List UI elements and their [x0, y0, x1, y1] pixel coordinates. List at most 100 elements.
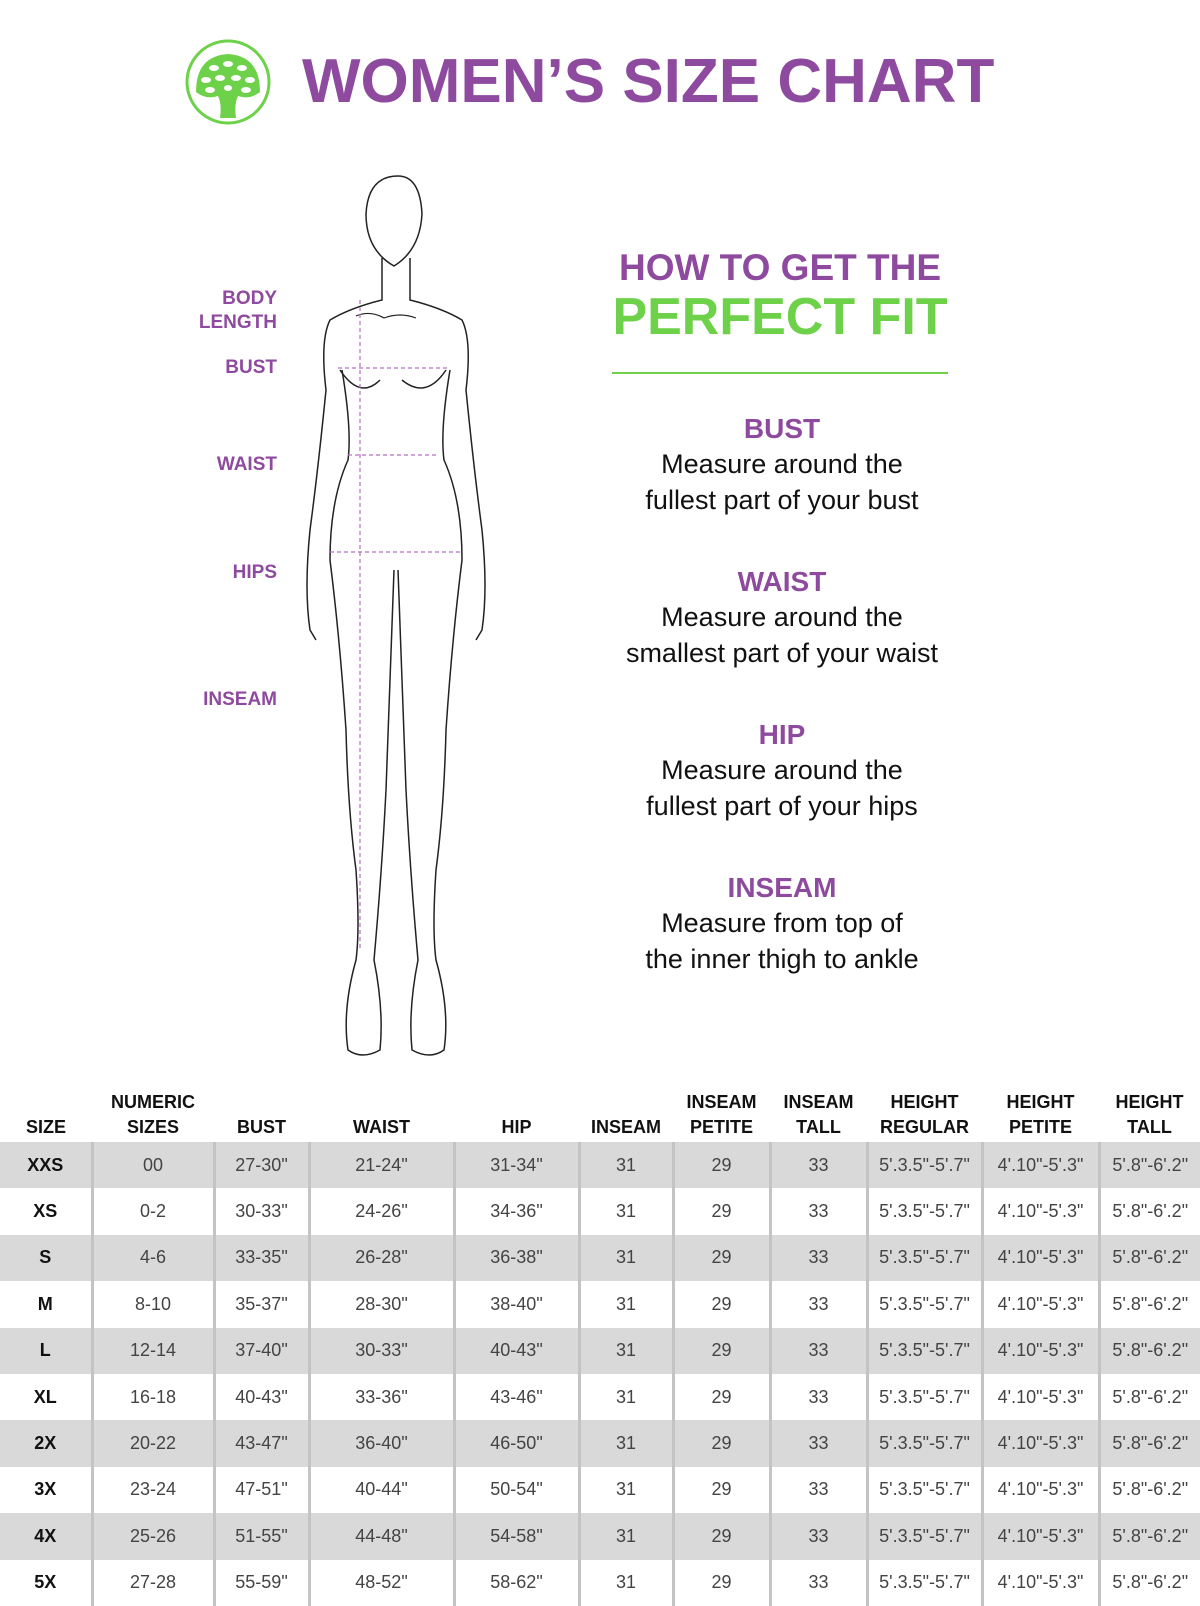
table-cell: 5'.8"-6'.2" [1097, 1420, 1200, 1467]
table-cell: 2X [0, 1420, 92, 1467]
table-cell: 29 [671, 1420, 770, 1467]
table-cell: 29 [671, 1559, 770, 1606]
table-cell: 29 [671, 1513, 770, 1560]
table-cell: 40-44" [307, 1466, 454, 1514]
table-cell: 33 [768, 1281, 867, 1328]
section-title: BUST [743, 413, 821, 444]
table-cell: 5'.8"-6'.2" [1097, 1281, 1200, 1328]
table-cell: 5X [34, 1572, 57, 1593]
table-cell: 00 [90, 1142, 214, 1189]
table-cell: 31 [577, 1142, 673, 1189]
label-hips: HIPS [232, 562, 277, 583]
table-row: XL 16-18 40-43" 33-36" 43-46" 31 29 33 5'.3.5"-5… [0, 1373, 1200, 1421]
table-cell: 31-34" [452, 1142, 579, 1189]
table-cell: 54-58" [452, 1513, 579, 1560]
table-cell: 30-33" [307, 1327, 454, 1374]
guide-waist: WAIST Measure around the smallest part of … [582, 565, 982, 671]
table-cell: 5'.8"-6'.2" [1097, 1142, 1200, 1189]
table-cell: 30-33" [212, 1188, 309, 1235]
table-row: 4X 25-26 51-55" 44-48" 54-58" 31 29 33 5'.3.5"-5… [0, 1513, 1200, 1560]
column-header: INSEAM [579, 1090, 673, 1142]
table-cell: M [37, 1293, 53, 1314]
table-cell: 29 [671, 1281, 770, 1328]
table-cell: 46-50" [452, 1420, 579, 1467]
table-cell: 5'.3.5"-5'.7" [865, 1466, 982, 1514]
table-cell: 33-35" [212, 1234, 309, 1282]
table-cell: 4'.10"-5'.3" [980, 1559, 1099, 1606]
label-waist: WAIST [216, 454, 277, 475]
perfect-fit-heading: HOW TO GET THE PERFECT FIT [580, 246, 980, 344]
column-header: HIP [454, 1090, 579, 1142]
table-cell: 4'.10"-5'.3" [980, 1466, 1099, 1514]
header-text: SIZE [25, 1117, 66, 1137]
table-cell: 43-47" [212, 1420, 309, 1467]
heading-line-1: HOW TO GET THE [618, 247, 942, 288]
guide-hip: HIP Measure around the fullest part of you… [582, 718, 982, 824]
table-cell: 4'.10"-5'.3" [980, 1234, 1099, 1282]
table-cell: 43-46" [452, 1373, 579, 1421]
table-cell: 5'.3.5"-5'.7" [865, 1234, 982, 1282]
table-cell: 33 [768, 1373, 867, 1421]
header-text: TALL [1127, 1117, 1172, 1137]
table-cell: 26-28" [307, 1234, 454, 1282]
table-cell: 48-52" [307, 1559, 454, 1606]
table-cell: 35-37" [212, 1281, 309, 1328]
table-cell: 5'.8"-6'.2" [1097, 1559, 1200, 1606]
table-row: XS 0-2 30-33" 24-26" 34-36" 31 29 33 5'.3.5"-5'.… [0, 1188, 1200, 1235]
table-cell: 0-2 [90, 1188, 214, 1235]
table-cell: 33-36" [307, 1373, 454, 1421]
column-header: HEIGHT TALL [1099, 1090, 1200, 1142]
section-text: Measure around the [661, 755, 903, 785]
table-cell: 3X [34, 1479, 57, 1500]
header-text: INSEAM [686, 1092, 757, 1112]
table-cell: 31 [577, 1373, 673, 1421]
table-cell: 31 [577, 1559, 673, 1606]
label-body-length: BODY LENGTH [187, 287, 277, 335]
table-cell: 4'.10"-5'.3" [980, 1420, 1099, 1467]
heading-line-2: PERFECT FIT [612, 288, 948, 346]
table-cell: L [0, 1327, 92, 1374]
table-cell: 31 [577, 1466, 673, 1514]
table-cell: 4'.10"-5'.3" [980, 1327, 1099, 1374]
label-text: BODY LENGTH [198, 288, 277, 333]
section-text: fullest part of your bust [645, 485, 919, 515]
section-title: INSEAM [727, 872, 837, 903]
table-cell: 5'.3.5"-5'.7" [865, 1281, 982, 1328]
table-cell: 4'.10"-5'.3" [980, 1188, 1099, 1235]
header-text: HEIGHT [890, 1092, 959, 1112]
table-cell: 5'.8"-6'.2" [1097, 1513, 1200, 1560]
table-cell: 29 [671, 1373, 770, 1421]
table-cell: XS [33, 1201, 58, 1222]
table-cell: 31 [577, 1513, 673, 1560]
table-row: 2X 20-22 43-47" 36-40" 46-50" 31 29 33 5'.3.5"-5… [0, 1420, 1200, 1467]
section-text: Measure around the [661, 602, 903, 632]
header-text: BUST [237, 1117, 286, 1137]
table-cell: 33 [768, 1466, 867, 1514]
table-cell: 21-24" [307, 1142, 454, 1189]
header-text: HEIGHT [1006, 1092, 1075, 1112]
section-title: HIP [758, 719, 806, 750]
table-cell: 8-10 [90, 1281, 214, 1328]
table-cell: 5'.3.5"-5'.7" [865, 1373, 982, 1421]
table-cell: S [0, 1234, 92, 1282]
table-cell: 5'.8"-6'.2" [1097, 1234, 1200, 1282]
table-cell: 4'.10"-5'.3" [980, 1513, 1099, 1560]
table-cell: 33 [768, 1234, 867, 1282]
header-text: SIZES [126, 1117, 179, 1137]
section-text: the inner thigh to ankle [645, 944, 919, 974]
table-cell: 34-36" [452, 1188, 579, 1235]
table-cell: 4'.10"-5'.3" [980, 1373, 1099, 1421]
table-cell: 4X [0, 1513, 92, 1560]
table-cell: 38-40" [452, 1281, 579, 1328]
tree-logo-icon [185, 39, 271, 125]
table-cell: 16-18 [90, 1373, 214, 1421]
table-cell: 23-24 [90, 1466, 214, 1514]
table-cell: 29 [671, 1142, 770, 1189]
guide-inseam: INSEAM Measure from top of the inner thigh… [582, 871, 982, 977]
table-row: S 4-6 33-35" 26-28" 36-38" 31 29 33 5'.3.5"-5'.7… [0, 1234, 1200, 1282]
table-cell: 40-43" [212, 1373, 309, 1421]
table-cell: 33 [768, 1559, 867, 1606]
table-cell: 5'.3.5"-5'.7" [865, 1188, 982, 1235]
column-header: BUST [214, 1090, 309, 1142]
table-cell: 36-40" [307, 1420, 454, 1467]
